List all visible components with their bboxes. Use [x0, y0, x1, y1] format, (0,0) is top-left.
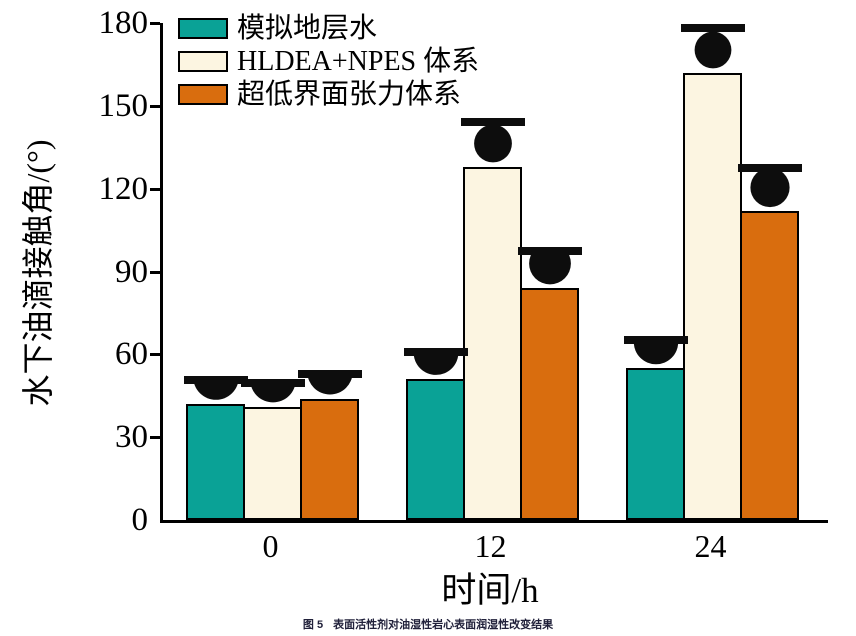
- y-tick-label-90: 90: [115, 253, 148, 290]
- bar-24h-series1: [626, 368, 685, 520]
- legend-swatch-3: [178, 84, 228, 105]
- oil-droplet-icon: [240, 376, 305, 429]
- bar-12h-series3: [520, 288, 579, 520]
- bar-24h-series2: [683, 72, 742, 520]
- y-axis-title: 水下油滴接触角/(°): [20, 139, 56, 407]
- y-tick-label-180: 180: [98, 5, 149, 41]
- x-tick-label-0: 0: [262, 528, 279, 564]
- bar-0h-series3: [300, 398, 359, 520]
- x-tick-label-12: 12: [474, 528, 507, 564]
- figure-caption-text: 表面活性剂对油湿性岩心表面润湿性改变结果: [333, 619, 554, 631]
- legend-item-2: HLDEA+NPES 体系: [178, 45, 479, 78]
- legend-label-1: 模拟地层水: [237, 13, 378, 44]
- y-tick-mark-30: [150, 436, 160, 440]
- oil-droplet-icon: [737, 161, 802, 214]
- oil-droplet-icon: [623, 333, 688, 386]
- bar-24h-series3: [740, 210, 799, 520]
- x-axis-title: 时间/h: [441, 571, 539, 610]
- legend-item-3: 超低界面张力体系: [178, 78, 479, 111]
- x-tick-label-24: 24: [694, 528, 727, 564]
- legend-item-1: 模拟地层水: [178, 12, 479, 45]
- oil-droplet-icon: [517, 244, 582, 297]
- plot-area: [150, 21, 828, 523]
- legend: 模拟地层水 HLDEA+NPES 体系 超低界面张力体系: [178, 12, 479, 111]
- y-tick-mark-60: [150, 353, 160, 357]
- bar-12h-series2: [463, 166, 522, 520]
- figure-caption-label: 图 5: [302, 619, 324, 631]
- figure-caption: 图 5 表面活性剂对油湿性岩心表面润湿性改变结果: [0, 619, 856, 632]
- y-tick-label-0: 0: [131, 502, 149, 538]
- y-tick-mark-90: [150, 270, 160, 274]
- oil-droplet-icon: [403, 345, 468, 398]
- legend-swatch-2: [178, 51, 228, 72]
- bar-12h-series1: [406, 379, 465, 520]
- oil-droplet-icon: [460, 115, 525, 168]
- legend-label-3: 超低界面张力体系: [237, 79, 462, 110]
- oil-droplet-icon: [680, 21, 745, 74]
- y-tick-label-60: 60: [115, 336, 148, 373]
- legend-label-2: HLDEA+NPES 体系: [237, 46, 480, 77]
- y-tick-label-30: 30: [115, 419, 148, 456]
- y-tick-mark-120: [150, 187, 160, 191]
- oil-droplet-icon: [183, 373, 248, 426]
- y-tick-mark-180: [150, 22, 160, 25]
- oil-droplet-icon: [297, 367, 362, 420]
- legend-swatch-1: [178, 18, 228, 39]
- y-tick-label-150: 150: [98, 87, 149, 124]
- y-tick-label-120: 120: [98, 170, 149, 207]
- y-tick-mark-150: [150, 104, 160, 108]
